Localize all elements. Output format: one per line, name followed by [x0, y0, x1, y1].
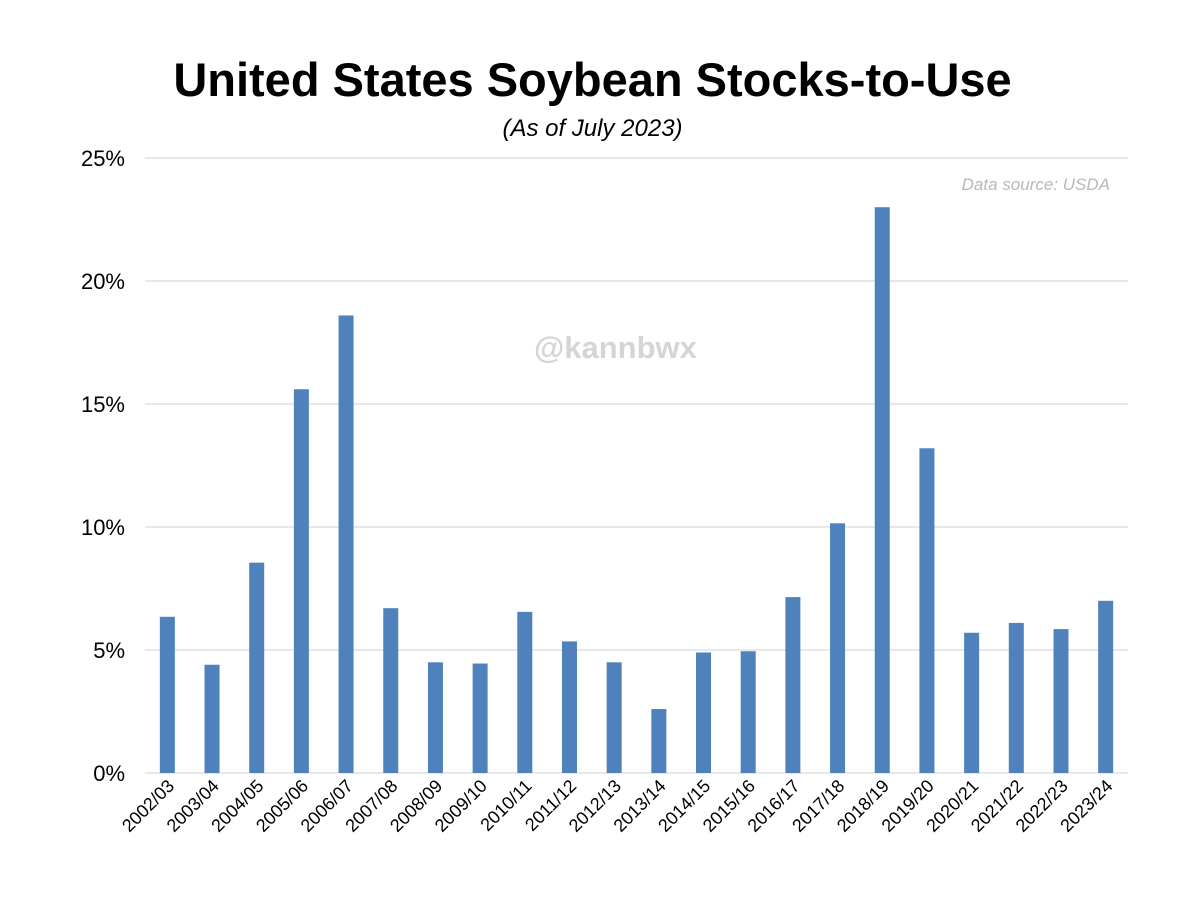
y-tick-label: 20% [81, 269, 125, 294]
data-source-note: Data source: USDA [961, 175, 1110, 194]
y-tick-label: 15% [81, 392, 125, 417]
bar-2019-20 [919, 448, 935, 773]
bar-2014-15 [696, 652, 712, 773]
y-axis-ticks: 0% 5% 10% 15% 20% 25% [81, 146, 125, 786]
bars [159, 207, 1114, 773]
bar-2013-14 [651, 709, 667, 773]
bar-2003-04 [204, 664, 220, 773]
bar-2021-22 [1008, 622, 1024, 773]
y-tick-label: 25% [81, 146, 125, 171]
bar-2009-10 [472, 663, 488, 773]
bar-2002-03 [159, 616, 175, 773]
chart-subtitle: (As of July 2023) [502, 115, 683, 142]
bar-2017-18 [830, 523, 846, 773]
bar-2008-09 [427, 662, 443, 773]
bar-2011-12 [561, 641, 577, 773]
watermark: @kannbwx [534, 330, 697, 365]
bar-2004-05 [249, 562, 265, 773]
x-axis-ticks: 2002/032003/042004/052005/062006/072007/… [118, 776, 1116, 836]
bar-2005-06 [293, 389, 309, 773]
chart-title: United States Soybean Stocks-to-Use [173, 53, 1012, 106]
gridlines [145, 157, 1128, 774]
bar-2007-08 [383, 608, 399, 773]
y-tick-label: 5% [93, 638, 125, 663]
bar-2023-24 [1098, 600, 1114, 773]
bar-2020-21 [964, 632, 980, 773]
bar-2010-11 [517, 611, 533, 773]
bar-2016-17 [785, 597, 801, 773]
bar-2022-23 [1053, 629, 1069, 773]
bar-2015-16 [740, 651, 756, 773]
bar-2012-13 [606, 662, 622, 773]
y-tick-label: 10% [81, 515, 125, 540]
bar-2006-07 [338, 315, 354, 773]
bar-2018-19 [874, 207, 890, 773]
y-tick-label: 0% [93, 761, 125, 786]
